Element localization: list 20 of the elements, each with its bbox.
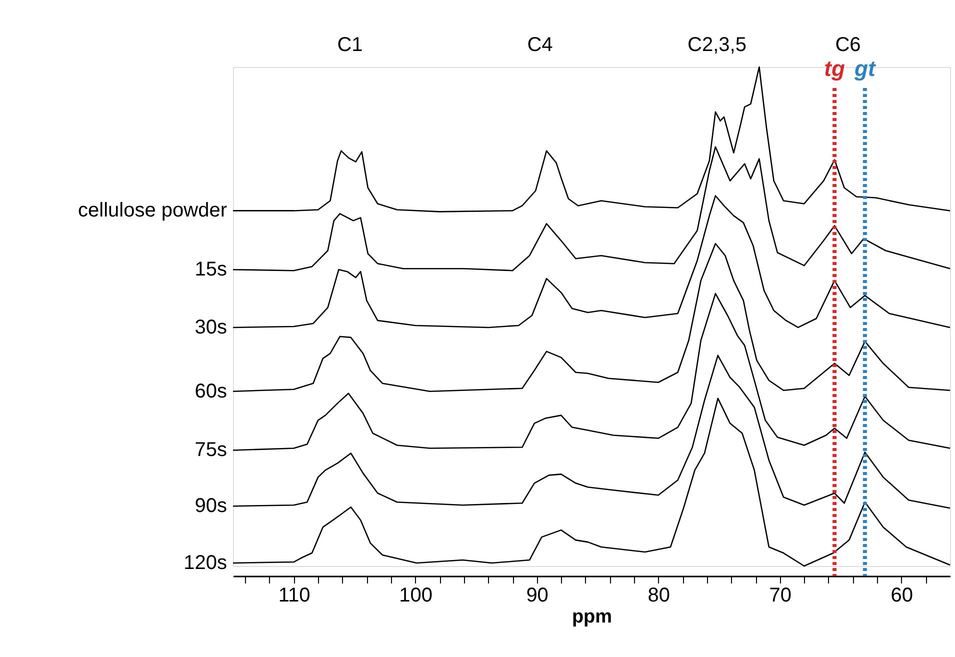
x-tick-label: 80 (648, 584, 670, 606)
series-label: 60s (194, 380, 227, 402)
ref-line-label: tg (824, 56, 846, 81)
text: C4 (527, 34, 553, 56)
text: C6 (835, 34, 861, 56)
series-label: 30s (194, 316, 227, 338)
ref-line-label: gt (854, 56, 877, 81)
text: C2,3,5 (688, 34, 746, 56)
x-tick-label: 70 (769, 584, 792, 606)
x-tick-label: 110 (278, 584, 310, 606)
series-label: 120s (184, 552, 227, 574)
series-label: 90s (194, 495, 227, 518)
x-axis-title: ppm (572, 606, 612, 628)
text: C1 (337, 34, 363, 56)
series-label: 75s (194, 439, 227, 462)
x-tick-label: 100 (399, 584, 432, 606)
series-label: cellulose powder (78, 200, 228, 222)
x-tick-label: 90 (526, 584, 548, 606)
series-label: 15s (194, 258, 227, 281)
x-tick-label: 60 (890, 584, 914, 606)
